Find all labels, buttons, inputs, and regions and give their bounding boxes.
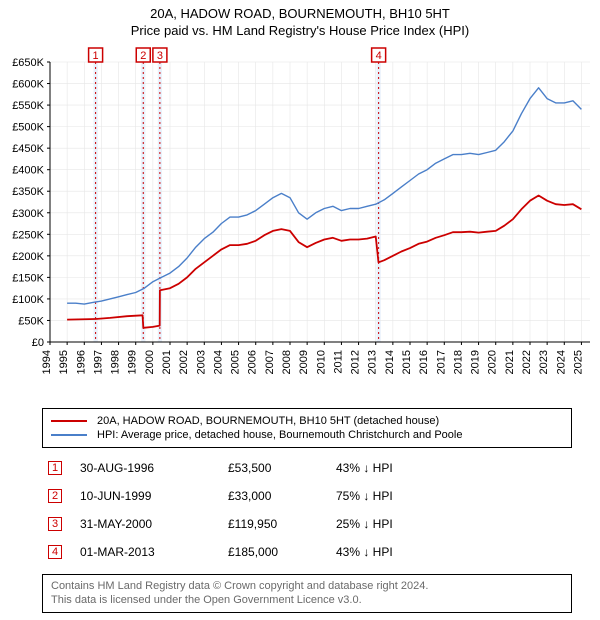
svg-text:1995: 1995 xyxy=(58,350,70,374)
svg-text:2009: 2009 xyxy=(298,350,310,374)
transaction-date: 30-AUG-1996 xyxy=(80,461,210,475)
svg-text:£100K: £100K xyxy=(12,294,44,306)
svg-text:1999: 1999 xyxy=(127,350,139,374)
svg-text:2012: 2012 xyxy=(350,350,362,374)
svg-text:1998: 1998 xyxy=(110,350,122,374)
svg-text:£600K: £600K xyxy=(12,79,44,91)
legend-item-price-paid: 20A, HADOW ROAD, BOURNEMOUTH, BH10 5HT (… xyxy=(51,415,563,427)
svg-text:2015: 2015 xyxy=(401,350,413,374)
svg-text:£150K: £150K xyxy=(12,272,44,284)
chart-title-subtitle: Price paid vs. HM Land Registry's House … xyxy=(0,23,600,38)
svg-text:1996: 1996 xyxy=(75,350,87,374)
svg-text:£400K: £400K xyxy=(12,165,44,177)
svg-text:2017: 2017 xyxy=(435,350,447,374)
chart-plot-area: £0£50K£100K£150K£200K£250K£300K£350K£400… xyxy=(50,48,590,378)
chart-svg: £0£50K£100K£150K£200K£250K£300K£350K£400… xyxy=(50,48,590,378)
svg-text:2003: 2003 xyxy=(195,350,207,374)
svg-text:£300K: £300K xyxy=(12,208,44,220)
svg-text:2008: 2008 xyxy=(281,350,293,374)
svg-text:2005: 2005 xyxy=(230,350,242,374)
legend-box: 20A, HADOW ROAD, BOURNEMOUTH, BH10 5HT (… xyxy=(42,408,572,448)
svg-text:2011: 2011 xyxy=(332,350,344,374)
legend-swatch-hpi xyxy=(51,434,87,436)
svg-text:3: 3 xyxy=(157,50,163,62)
title-block: 20A, HADOW ROAD, BOURNEMOUTH, BH10 5HT P… xyxy=(0,0,600,38)
svg-text:1: 1 xyxy=(93,50,99,62)
svg-text:2002: 2002 xyxy=(178,350,190,374)
svg-text:2010: 2010 xyxy=(315,350,327,374)
transaction-date: 10-JUN-1999 xyxy=(80,489,210,503)
svg-text:£50K: £50K xyxy=(18,315,44,327)
svg-text:2007: 2007 xyxy=(264,350,276,374)
svg-text:2000: 2000 xyxy=(144,350,156,374)
svg-text:2022: 2022 xyxy=(521,350,533,374)
svg-text:1994: 1994 xyxy=(41,350,53,374)
svg-text:2016: 2016 xyxy=(418,350,430,374)
transaction-marker-badge: 3 xyxy=(48,517,62,531)
svg-text:£650K: £650K xyxy=(12,57,44,69)
chart-title-address: 20A, HADOW ROAD, BOURNEMOUTH, BH10 5HT xyxy=(0,6,600,21)
svg-text:2004: 2004 xyxy=(212,350,224,374)
svg-text:£550K: £550K xyxy=(12,100,44,112)
legend-swatch-price-paid xyxy=(51,420,87,422)
legend-item-hpi: HPI: Average price, detached house, Bour… xyxy=(51,429,563,441)
transaction-date: 01-MAR-2013 xyxy=(80,545,210,559)
svg-text:2013: 2013 xyxy=(367,350,379,374)
transaction-hpi-diff: 25% ↓ HPI xyxy=(336,517,436,531)
svg-text:2014: 2014 xyxy=(384,350,396,374)
transaction-price: £53,500 xyxy=(228,461,318,475)
transaction-date: 31-MAY-2000 xyxy=(80,517,210,531)
transaction-price: £33,000 xyxy=(228,489,318,503)
transaction-hpi-diff: 75% ↓ HPI xyxy=(336,489,436,503)
svg-text:2021: 2021 xyxy=(504,350,516,374)
svg-text:2006: 2006 xyxy=(247,350,259,374)
svg-text:2023: 2023 xyxy=(538,350,550,374)
legend-label: 20A, HADOW ROAD, BOURNEMOUTH, BH10 5HT (… xyxy=(97,415,439,427)
transaction-marker-badge: 4 xyxy=(48,545,62,559)
chart-container: 20A, HADOW ROAD, BOURNEMOUTH, BH10 5HT P… xyxy=(0,0,600,620)
transaction-hpi-diff: 43% ↓ HPI xyxy=(336,545,436,559)
transaction-price: £185,000 xyxy=(228,545,318,559)
svg-text:2001: 2001 xyxy=(161,350,173,374)
table-row: 3 31-MAY-2000 £119,950 25% ↓ HPI xyxy=(42,510,572,538)
svg-text:4: 4 xyxy=(376,50,382,62)
svg-text:2020: 2020 xyxy=(487,350,499,374)
svg-text:2025: 2025 xyxy=(572,350,584,374)
table-row: 2 10-JUN-1999 £33,000 75% ↓ HPI xyxy=(42,482,572,510)
footer-line: Contains HM Land Registry data © Crown c… xyxy=(51,579,563,593)
svg-text:1997: 1997 xyxy=(92,350,104,374)
svg-text:2018: 2018 xyxy=(452,350,464,374)
transaction-marker-badge: 2 xyxy=(48,489,62,503)
svg-text:£350K: £350K xyxy=(12,186,44,198)
footer-line: This data is licensed under the Open Gov… xyxy=(51,593,563,607)
svg-text:2024: 2024 xyxy=(555,350,567,374)
svg-text:£0: £0 xyxy=(32,337,44,349)
table-row: 1 30-AUG-1996 £53,500 43% ↓ HPI xyxy=(42,454,572,482)
table-row: 4 01-MAR-2013 £185,000 43% ↓ HPI xyxy=(42,538,572,566)
svg-text:£250K: £250K xyxy=(12,229,44,241)
svg-text:2019: 2019 xyxy=(470,350,482,374)
transaction-hpi-diff: 43% ↓ HPI xyxy=(336,461,436,475)
footer-attribution: Contains HM Land Registry data © Crown c… xyxy=(42,574,572,613)
transaction-price: £119,950 xyxy=(228,517,318,531)
svg-text:2: 2 xyxy=(140,50,146,62)
legend-label: HPI: Average price, detached house, Bour… xyxy=(97,429,462,441)
transactions-table: 1 30-AUG-1996 £53,500 43% ↓ HPI 2 10-JUN… xyxy=(42,454,572,566)
svg-text:£200K: £200K xyxy=(12,251,44,263)
svg-text:£450K: £450K xyxy=(12,143,44,155)
transaction-marker-badge: 1 xyxy=(48,461,62,475)
svg-text:£500K: £500K xyxy=(12,122,44,134)
